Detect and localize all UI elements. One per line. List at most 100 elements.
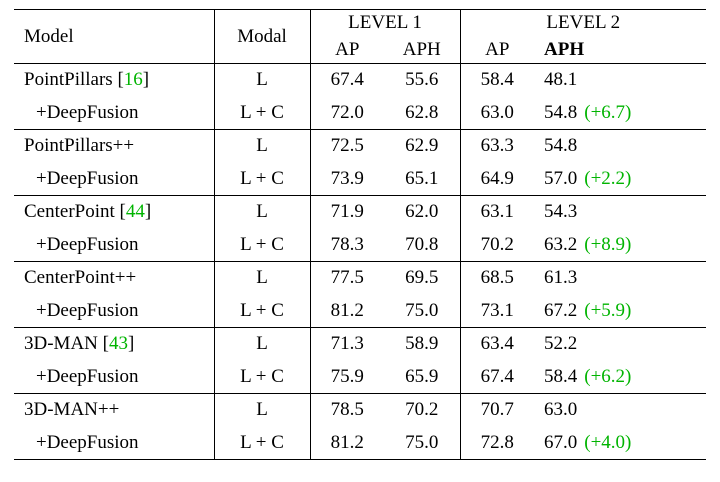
gain-value: (+5.9): [584, 299, 632, 321]
model-cell: +DeepFusion: [14, 162, 215, 196]
model-name: CenterPoint++: [24, 267, 137, 289]
citation-bracket: [: [102, 333, 109, 355]
model-name: +DeepFusion: [36, 233, 139, 255]
header-model: Model: [14, 9, 215, 64]
level1-aph-cell: 65.9: [384, 360, 461, 394]
citation-bracket: ]: [144, 201, 152, 223]
level1-ap-cell: 71.3: [330, 333, 364, 355]
model-name: PointPillars++: [24, 135, 135, 157]
modal-cell: L + C: [214, 228, 311, 262]
table-row: CenterPoint++ L 77.5 69.5 68.5 61.3: [14, 261, 706, 295]
level1-ap-cell: 78.5: [330, 399, 364, 421]
level2-ap-cell: 63.0: [460, 96, 535, 130]
table-row: 3D-MAN++ L 78.5 70.2 70.7 63.0: [14, 393, 706, 427]
table-row: PointPillars [16] L 67.4 55.6 58.4 48.1: [14, 63, 706, 97]
model-name: +DeepFusion: [36, 365, 139, 387]
model-name: 3D-MAN++: [24, 399, 120, 421]
level2-aph-cell: 52.2: [534, 328, 706, 361]
level2-aph-cell: 57.0 (+2.2): [534, 162, 707, 196]
modal-cell: L: [214, 63, 311, 97]
citation-bracket: [: [119, 201, 126, 223]
gain-value: [577, 69, 584, 90]
citation-number: 16: [123, 69, 143, 91]
level1-aph-cell: 69.5: [384, 261, 461, 295]
model-cell: PointPillars++: [14, 129, 215, 163]
model-cell: +DeepFusion: [14, 228, 215, 262]
table-row: +DeepFusion L + C 73.9 65.1 64.9 57.0 (+2…: [14, 162, 707, 196]
gain-value: (+4.0): [584, 431, 632, 453]
citation-bracket: ]: [127, 333, 135, 355]
level2-aph-cell: 63.0: [534, 394, 706, 427]
metric-value: 57.0: [544, 167, 578, 189]
model-name: +DeepFusion: [36, 101, 139, 123]
metric-value: 63.0: [544, 399, 578, 421]
metric-value: 54.3: [544, 201, 578, 223]
model-cell: 3D-MAN++: [14, 393, 215, 427]
table-row: +DeepFusion L + C 72.0 62.8 63.0 54.8 (+6…: [14, 96, 707, 130]
level2-ap-cell: 72.8: [480, 431, 514, 453]
level1-ap-cell: 73.9: [310, 162, 384, 196]
metric-value: 48.1: [544, 69, 578, 91]
level2-ap-cell: 73.1: [460, 294, 535, 328]
level2-ap-cell: 70.2: [460, 228, 535, 262]
citation-number: 43: [108, 333, 128, 355]
model-cell: CenterPoint [44]: [14, 195, 215, 229]
modal-cell: L + C: [214, 96, 311, 130]
level1-aph-cell: 65.1: [384, 162, 461, 196]
model-name: +DeepFusion: [36, 167, 139, 189]
header-ap-level1: AP: [310, 36, 384, 64]
level1-ap-cell: 78.3: [310, 228, 384, 262]
citation-bracket: ]: [142, 69, 150, 91]
model-cell: CenterPoint++: [14, 261, 215, 295]
level1-ap-cell: 72.0: [310, 96, 384, 130]
level2-aph-cell: 54.8: [534, 130, 706, 163]
level2-ap-cell: 58.4: [480, 69, 514, 91]
level1-ap-cell: 72.5: [330, 135, 364, 157]
metric-value: 52.2: [544, 333, 578, 355]
level1-aph-cell: 70.2: [384, 393, 461, 427]
model-cell: 3D-MAN [43]: [14, 327, 215, 361]
model-name: 3D-MAN: [24, 333, 103, 355]
modal-cell: L + C: [214, 426, 311, 460]
table-row: +DeepFusion L + C 75.9 65.9 67.4 58.4 (+6…: [14, 360, 707, 394]
header-aph-level1: APH: [384, 36, 461, 64]
header-level1: LEVEL 1: [310, 9, 461, 37]
table-row: +DeepFusion L + C 78.3 70.8 70.2 63.2 (+8…: [14, 228, 707, 262]
metric-value: 67.0: [544, 431, 578, 453]
gain-value: [577, 399, 584, 420]
modal-cell: L + C: [214, 162, 311, 196]
header-modal: Modal: [214, 9, 311, 64]
table-row: +DeepFusion L + C 81.2 75.0 72.8 67.0 (+4…: [14, 426, 706, 460]
gain-value: (+8.9): [584, 233, 632, 255]
level2-aph-cell: 48.1: [534, 64, 706, 97]
level2-aph-cell: 58.4 (+6.2): [534, 360, 707, 394]
gain-value: (+6.2): [584, 365, 632, 387]
gain-value: [577, 333, 584, 354]
level1-ap-cell: 71.9: [330, 201, 364, 223]
gain-value: [577, 267, 584, 288]
header-row-metrics: AP APH AP APH: [14, 36, 707, 64]
gain-value: [577, 201, 584, 222]
results-table: Model Modal LEVEL 1 LEVEL 2 AP APH AP AP…: [14, 9, 707, 460]
level1-aph-cell: 55.6: [384, 63, 461, 97]
header-ap-level2: AP: [460, 36, 535, 64]
level1-aph-cell: 62.8: [384, 96, 461, 130]
modal-cell: L + C: [214, 294, 311, 328]
level2-ap-cell: 64.9: [460, 162, 535, 196]
level2-ap-cell: 68.5: [480, 267, 514, 289]
level2-aph-cell: 54.8 (+6.7): [534, 96, 707, 130]
model-name: PointPillars: [24, 69, 118, 91]
metric-value: 63.2: [544, 233, 578, 255]
level2-ap-cell: 63.1: [480, 201, 514, 223]
level2-ap-cell: 67.4: [460, 360, 535, 394]
level2-aph-cell: 61.3: [534, 262, 706, 295]
level1-aph-cell: 62.0: [384, 195, 461, 229]
table-row: 3D-MAN [43] L 71.3 58.9 63.4 52.2: [14, 327, 706, 361]
level1-aph-cell: 70.8: [384, 228, 461, 262]
header-row-groups: Model Modal LEVEL 1 LEVEL 2: [14, 9, 706, 64]
table-row: PointPillars++ L 72.5 62.9 63.3 54.8: [14, 129, 706, 163]
level1-aph-cell: 75.0: [384, 426, 461, 460]
metric-value: 54.8: [544, 135, 578, 157]
level2-ap-cell: 63.4: [480, 333, 514, 355]
citation-number: 44: [125, 201, 145, 223]
